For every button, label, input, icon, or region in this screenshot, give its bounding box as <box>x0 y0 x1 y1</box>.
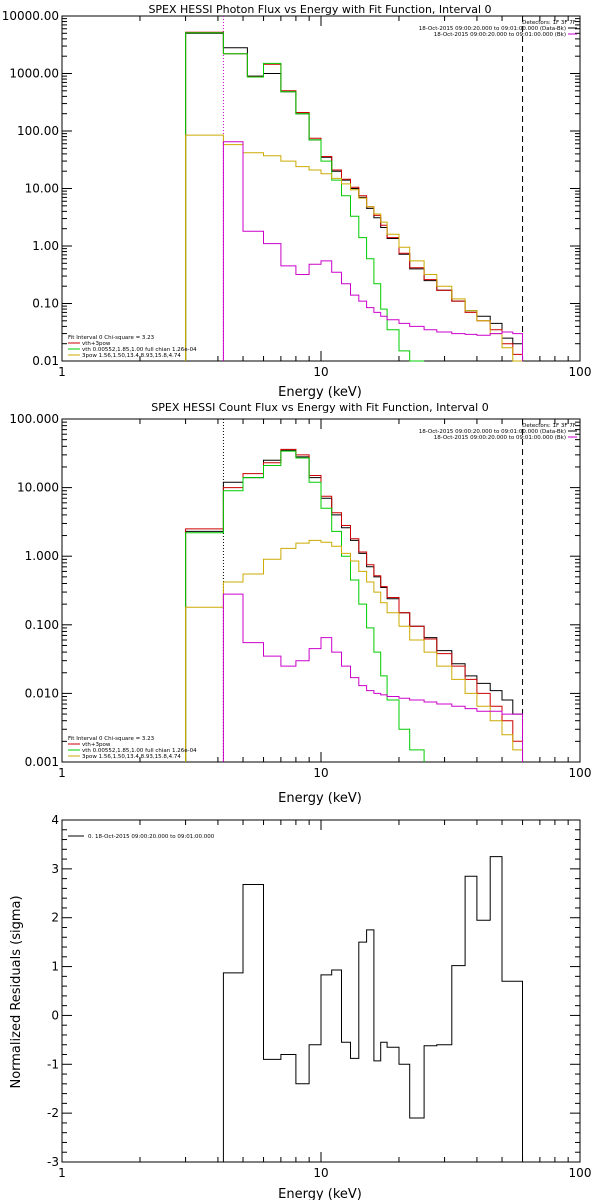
x-tick-label: 10 <box>313 365 328 379</box>
y-tick-label: -2 <box>47 1106 59 1120</box>
panel2-vlines <box>222 419 524 762</box>
legend-entry: 18-Oct-2015 09:00:20.000 to 09:01:00.000… <box>419 26 566 32</box>
panel2-xlabel: Energy (keV) <box>278 791 362 806</box>
series-line <box>185 448 523 762</box>
panel2-title: SPEX HESSI Count Flux vs Energy with Fit… <box>151 401 488 414</box>
y-tick-label: -3 <box>47 1155 59 1169</box>
panel2-series <box>185 448 523 762</box>
count-flux-panel: SPEX HESSI Count Flux vs Energy with Fit… <box>9 401 591 806</box>
y-tick-label: 3 <box>51 862 59 876</box>
y-tick-label: 0 <box>51 1008 59 1022</box>
legend-entry: Fit Interval 0 Chi-square = 3.23 <box>68 335 155 341</box>
series-line <box>185 31 523 361</box>
y-tick-label: 1.000 <box>25 549 59 563</box>
y-tick-label: 1000.00 <box>9 67 59 81</box>
panel1-ticks: 1 10 100 0.01 0.10 1.00 10.00 100.00 1000.00 1000… <box>2 9 592 379</box>
legend-entry: vth+3pow <box>82 341 111 347</box>
panel1-axes-frame <box>61 15 581 362</box>
series-line <box>222 856 523 1162</box>
panel2-ticks: 1 10 100 0.001 0.010 0.100 1.000 10.000 100.000 <box>9 412 591 780</box>
y-tick-label: 100.000 <box>9 412 59 426</box>
legend-entry: vth 0.00552,1.85,1.00 full chian 1.26e-0… <box>82 748 197 754</box>
panel3-ticks: 1 10 100 -3 -2 -1 0 1 2 3 4 <box>47 813 591 1180</box>
y-tick-label: 0.100 <box>25 618 59 632</box>
x-tick-label: 1 <box>58 1166 66 1180</box>
x-tick-label: 10 <box>313 766 328 780</box>
panel3-legend: 0. 18-Oct-2015 09:00:20.000 to 09:01:00.… <box>88 834 215 840</box>
y-tick-label: 100.00 <box>17 124 59 138</box>
panel1-xlabel: Energy (keV) <box>278 385 362 400</box>
panel1-series <box>185 31 523 362</box>
panel3-ylabel: Normalized Residuals (sigma) <box>9 895 24 1088</box>
y-tick-label: 4 <box>51 813 59 827</box>
panel3-xlabel: Energy (keV) <box>278 1187 362 1200</box>
panel3-series <box>222 856 523 1162</box>
x-tick-label: 100 <box>569 365 592 379</box>
x-tick-label: 1 <box>58 766 66 780</box>
y-tick-label: 1 <box>51 960 59 974</box>
panel1-legend-bottom: Fit Interval 0 Chi-square = 3.23vth+3pow… <box>68 335 197 359</box>
panel2-legend-bottom: Fit Interval 0 Chi-square = 3.23vth+3pow… <box>68 736 197 760</box>
series-line <box>185 539 523 762</box>
legend-entry: Detectors: 1F 3F 7F <box>522 20 576 26</box>
legend-entry: 18-Oct-2015 09:00:20.000 to 09:01:00.000… <box>434 435 566 441</box>
y-tick-label: 0.010 <box>25 686 59 700</box>
y-tick-label: 0.001 <box>25 755 59 769</box>
x-tick-label: 1 <box>58 365 66 379</box>
legend-entry: vth+3pow <box>82 742 111 748</box>
y-tick-label: 0.10 <box>32 297 59 311</box>
y-tick-label: 2 <box>51 911 59 925</box>
legend-entry: 18-Oct-2015 09:00:20.000 to 09:01:00.000… <box>419 429 566 435</box>
legend-entry: 3pow 1.56,1.50,13.4,8.93,15.8,4.74 <box>82 353 181 359</box>
series-line <box>222 141 523 361</box>
series-line <box>185 450 425 762</box>
y-tick-label: 10.000 <box>17 481 59 495</box>
series-line <box>185 32 425 362</box>
x-tick-label: 100 <box>569 1166 592 1180</box>
x-tick-label: 10 <box>313 1166 328 1180</box>
legend-entry: 18-Oct-2015 09:00:20.000 to 09:01:00.000… <box>434 32 566 38</box>
legend-entry: Detectors: 1F 3F 7F <box>522 423 576 429</box>
legend-entry: 3pow 1.56,1.50,13.4,8.93,15.8,4.74 <box>82 754 181 760</box>
y-tick-label: -1 <box>47 1057 59 1071</box>
legend-entry: vth 0.00552,1.85,1.00 full chian 1.26e-0… <box>82 347 197 353</box>
photon-flux-panel: SPEX HESSI Photon Flux vs Energy with Fi… <box>2 3 592 400</box>
y-tick-label: 10.00 <box>25 182 59 196</box>
panel1-title: SPEX HESSI Photon Flux vs Energy with Fi… <box>148 3 491 16</box>
y-tick-label: 1.00 <box>32 239 59 253</box>
x-tick-label: 100 <box>569 766 592 780</box>
series-line <box>185 134 523 362</box>
y-tick-label: 10000.00 <box>2 9 59 23</box>
series-line <box>222 593 523 762</box>
residuals-panel: Normalized Residuals (sigma) Energy (keV… <box>9 813 591 1200</box>
series-line <box>185 32 523 361</box>
legend-entry: Fit Interval 0 Chi-square = 3.23 <box>68 736 155 742</box>
panel1-vlines <box>222 16 524 361</box>
series-line <box>185 449 523 762</box>
y-tick-label: 0.01 <box>32 354 59 368</box>
